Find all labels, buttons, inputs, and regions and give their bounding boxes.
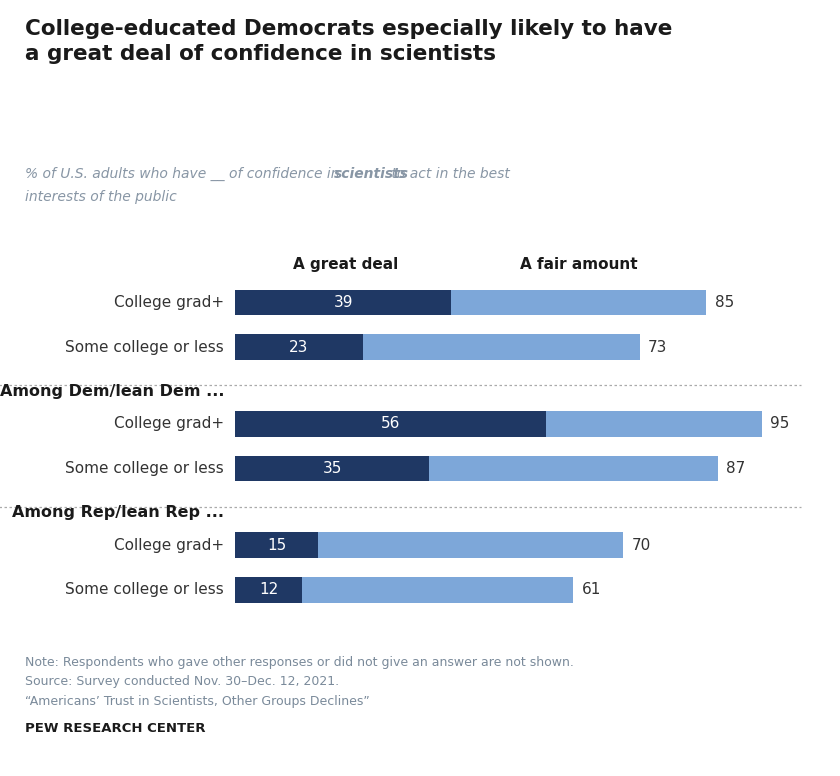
Bar [235,456,429,481]
Text: 56: 56 [381,417,400,431]
Text: scientists: scientists [334,167,409,181]
Text: interests of the public: interests of the public [25,190,177,204]
Text: Some college or less: Some college or less [66,583,224,598]
Text: Among Dem/lean Dem ...: Among Dem/lean Dem ... [0,383,224,399]
Text: Source: Survey conducted Nov. 30–Dec. 12, 2021.: Source: Survey conducted Nov. 30–Dec. 12… [25,675,339,688]
Text: 70: 70 [632,538,651,553]
Text: 87: 87 [726,461,745,476]
Bar [235,289,706,315]
Text: Among Rep/lean Rep ...: Among Rep/lean Rep ... [12,505,224,520]
Text: % of U.S. adults who have __ of confidence in: % of U.S. adults who have __ of confiden… [25,167,344,181]
Bar [235,532,623,558]
Bar [235,577,302,603]
Bar [235,577,574,603]
Text: 39: 39 [333,295,353,310]
Text: Some college or less: Some college or less [66,340,224,355]
Text: PEW RESEARCH CENTER: PEW RESEARCH CENTER [25,722,206,735]
Text: College grad+: College grad+ [114,538,224,553]
Text: 12: 12 [259,583,278,598]
Text: Note: Respondents who gave other responses or did not give an answer are not sho: Note: Respondents who gave other respons… [25,656,574,669]
Text: 35: 35 [323,461,342,476]
Text: to act in the best: to act in the best [387,167,510,181]
Bar [235,411,762,437]
Text: 85: 85 [715,295,734,310]
Text: A fair amount: A fair amount [520,258,638,272]
Text: Some college or less: Some college or less [66,461,224,476]
Bar [235,456,717,481]
Text: College grad+: College grad+ [114,417,224,431]
Text: “Americans’ Trust in Scientists, Other Groups Declines”: “Americans’ Trust in Scientists, Other G… [25,695,370,708]
Text: 61: 61 [582,583,601,598]
Text: 95: 95 [770,417,790,431]
Text: 15: 15 [267,538,286,553]
Bar [235,289,451,315]
Text: A great deal: A great deal [293,258,399,272]
Bar [235,532,318,558]
Text: 23: 23 [289,340,308,355]
Bar [235,334,363,360]
Text: College-educated Democrats especially likely to have
a great deal of confidence : College-educated Democrats especially li… [25,19,673,64]
Bar [235,411,546,437]
Text: College grad+: College grad+ [114,295,224,310]
Text: 73: 73 [648,340,668,355]
Bar [235,334,640,360]
